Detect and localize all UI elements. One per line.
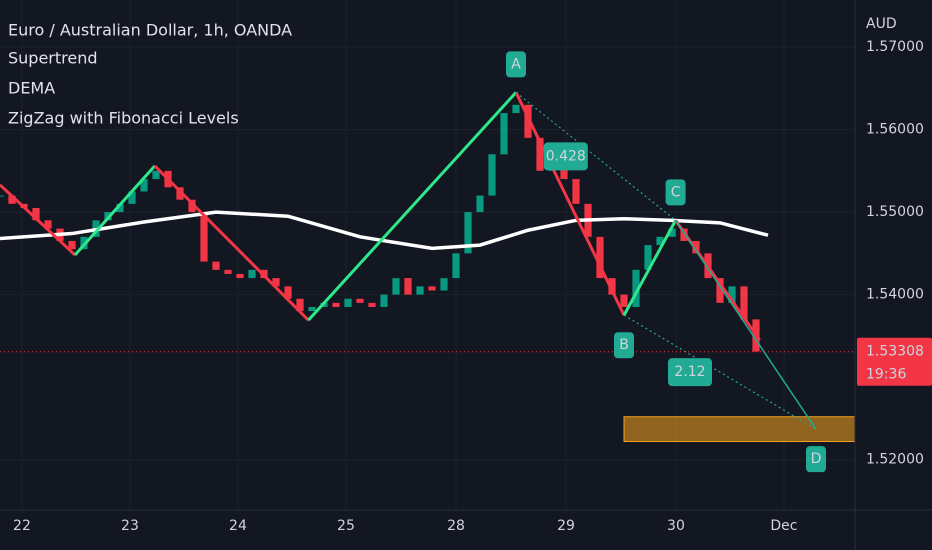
x-tick-label: Dec: [770, 518, 797, 534]
candle-body: [512, 104, 520, 114]
candle-body: [152, 170, 160, 180]
candle-body: [428, 286, 436, 291]
price-tag-label: 1.53308: [866, 344, 924, 360]
candle-body: [644, 245, 652, 270]
candle-body: [488, 154, 496, 196]
zigzag-segment: [153, 164, 310, 322]
candle-body: [128, 191, 136, 204]
ratio-label: 0.428: [546, 148, 586, 164]
candle-body: [632, 269, 640, 307]
candle-body: [368, 302, 376, 307]
candle-body: [620, 294, 628, 307]
pattern-label-box: [806, 446, 826, 473]
candle-body: [68, 240, 76, 250]
candle-body: [32, 207, 40, 221]
candle-body: [224, 269, 232, 274]
candle-body: [740, 286, 748, 320]
candle-body: [296, 298, 304, 312]
ratio-box: [668, 358, 712, 387]
x-tick-label: 25: [337, 518, 355, 534]
pattern-label: B: [619, 337, 629, 353]
x-tick-label: 29: [557, 518, 575, 534]
pattern-label: C: [671, 184, 681, 200]
zigzag-segment: [514, 91, 626, 316]
candle-body: [188, 199, 196, 213]
candle-body: [452, 253, 460, 279]
candle-body: [608, 278, 616, 295]
pattern-label-box: [665, 179, 686, 206]
zigzag-segment: [307, 91, 518, 322]
indicator-name: Supertrend: [8, 49, 98, 68]
dema-line: [0, 210, 769, 251]
pattern-label: D: [811, 451, 822, 467]
pattern-label-box: [506, 51, 526, 78]
candle-body: [116, 203, 124, 213]
candle-body: [572, 179, 580, 204]
pattern-label: A: [511, 56, 521, 72]
x-tick-label: 23: [121, 518, 139, 534]
x-tick-label: 30: [667, 518, 685, 534]
candle-body: [236, 273, 244, 279]
price-tag: [857, 337, 932, 386]
candle-body: [212, 261, 220, 270]
candle-body: [0, 195, 4, 197]
chart-title: Euro / Australian Dollar, 1h, OANDA: [8, 21, 292, 40]
candle-body: [308, 306, 316, 312]
indicator-name: DEMA: [8, 79, 55, 98]
x-tick-label: 24: [229, 518, 247, 534]
candle-body: [440, 278, 448, 291]
candle-body: [8, 195, 16, 204]
candle-body: [140, 179, 148, 192]
y-tick-label: 1.52000: [866, 452, 924, 468]
candle-body: [404, 278, 412, 295]
candle-body: [500, 113, 508, 155]
candle-body: [416, 286, 424, 295]
candle-body: [248, 269, 256, 279]
candle-body: [476, 195, 484, 213]
candle-body: [728, 286, 736, 303]
indicator-name: ZigZag with Fibonacci Levels: [8, 109, 239, 128]
candle-body: [380, 294, 388, 307]
x-tick-label: 22: [13, 518, 31, 534]
candle-body: [44, 220, 52, 229]
zigzag-segment: [0, 183, 77, 257]
candle-body: [392, 278, 400, 295]
pattern-line: [515, 91, 676, 221]
candle-body: [536, 137, 544, 171]
candle-body: [668, 228, 676, 237]
target-zone: [623, 416, 856, 443]
candle-body: [284, 286, 292, 299]
candle-body: [344, 298, 352, 307]
ratio-box: [543, 142, 588, 171]
y-tick-label: 1.55000: [866, 204, 924, 220]
candle-body: [716, 278, 724, 303]
candle-body: [560, 162, 568, 180]
plot-area: [0, 0, 856, 510]
candle-body: [524, 104, 532, 138]
candle-body: [176, 187, 184, 200]
candle-body: [332, 302, 340, 307]
y-tick-label: 1.57000: [866, 39, 924, 55]
countdown-label: 19:36: [866, 367, 906, 383]
y-tick-label: 1.56000: [866, 122, 924, 138]
pattern-line: [674, 219, 817, 430]
candle-body: [200, 212, 208, 262]
y-tick-label: 1.54000: [866, 287, 924, 303]
candle-body: [656, 236, 664, 246]
x-tick-label: 28: [447, 518, 465, 534]
zigzag-segment: [622, 219, 677, 316]
candle-body: [272, 278, 280, 287]
pattern-line: [623, 314, 817, 430]
candle-body: [356, 298, 364, 303]
pattern-label-box: [614, 332, 634, 359]
candle-body: [464, 212, 472, 254]
currency-label: AUD: [866, 16, 897, 32]
candle-body: [596, 236, 604, 279]
ratio-label: 2.12: [674, 364, 705, 380]
zigzag-segment: [73, 164, 156, 257]
